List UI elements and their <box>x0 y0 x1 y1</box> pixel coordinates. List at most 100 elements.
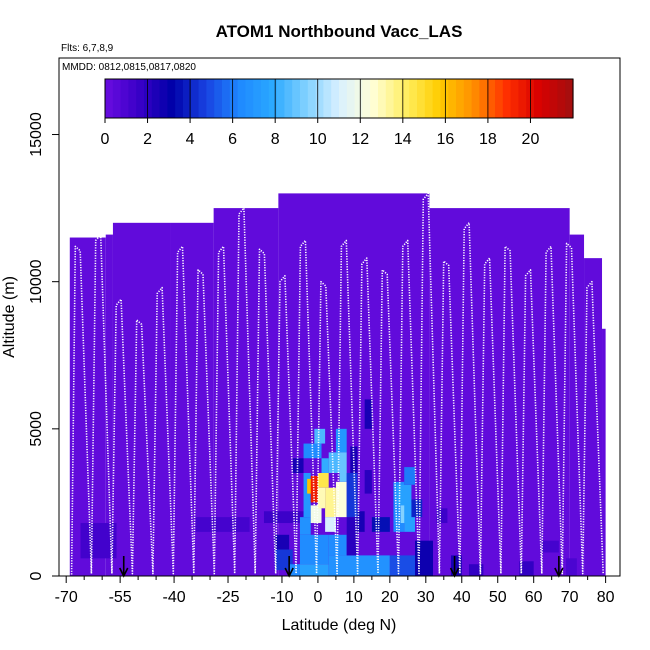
heatmap-cell <box>328 452 340 473</box>
colorbar-segment <box>222 79 231 118</box>
colorbar-tick-label: 18 <box>479 131 497 148</box>
heatmap-cell <box>346 472 358 518</box>
colorbar-segment <box>370 79 379 118</box>
heatmap-cell <box>357 511 365 532</box>
colorbar-segment <box>245 79 254 118</box>
heatmap-cell <box>415 540 433 576</box>
heatmap-cell <box>397 484 412 506</box>
colorbar-tick-label: 20 <box>522 131 540 148</box>
x-tick-label: 70 <box>561 589 579 606</box>
x-tick-label: 50 <box>489 589 507 606</box>
colorbar-segment <box>315 79 324 118</box>
colorbar-segment <box>206 79 215 118</box>
colorbar-tick-label: 16 <box>436 131 454 148</box>
chart-title: ATOM1 Northbound Vacc_LAS <box>216 22 463 41</box>
flight-track <box>70 192 604 575</box>
heatmap-cell <box>195 517 250 532</box>
colorbar-segment <box>448 79 457 118</box>
colorbar-tick-label: 6 <box>228 131 237 148</box>
heatmap-cell <box>566 558 577 576</box>
colorbar-segment <box>487 79 496 118</box>
x-tick-label: -25 <box>216 589 239 606</box>
heatmap-cell <box>436 508 448 524</box>
colorbar-segment <box>284 79 293 118</box>
heatmap-cell <box>303 443 322 459</box>
colorbar-segment <box>440 79 449 118</box>
x-tick-label: 60 <box>525 589 543 606</box>
colorbar-segment <box>105 79 114 118</box>
heatmap-cell <box>325 517 336 532</box>
colorbar-segment <box>510 79 519 118</box>
heatmap-cell <box>540 540 559 553</box>
colorbar-segment <box>456 79 465 118</box>
colorbar-segment <box>253 79 262 118</box>
heatmap-cell <box>299 517 311 535</box>
colorbar-segment <box>198 79 207 118</box>
colorbar-segment <box>393 79 402 118</box>
y-tick-label: 0 <box>28 571 45 580</box>
colorbar-segment <box>159 79 168 118</box>
heatmap-cell <box>350 446 358 473</box>
heatmap-cell <box>299 534 329 565</box>
colorbar-segment <box>300 79 309 118</box>
heatmap-cell <box>328 555 390 576</box>
y-axis-label: Altitude (m) <box>1 276 18 358</box>
heatmap-cell <box>303 472 311 518</box>
colorbar-segment <box>565 79 574 118</box>
colorbar-tick-label: 0 <box>101 131 110 148</box>
colorbar-segment <box>144 79 153 118</box>
coverage-column <box>105 234 113 576</box>
colorbar-segment <box>268 79 278 118</box>
colorbar-segment <box>385 79 395 118</box>
colorbar-segment <box>214 79 223 118</box>
heatmap-cell <box>393 481 405 532</box>
colorbar-tick-label: 10 <box>309 131 327 148</box>
heatmap-cell <box>310 505 322 524</box>
heatmap-cell <box>450 555 462 576</box>
colorbar-segment <box>151 79 161 118</box>
y-tick-label: 15000 <box>28 112 45 157</box>
y-tick-label: 10000 <box>28 259 45 304</box>
heatmap-cell <box>321 458 329 473</box>
colorbar-tick-label: 12 <box>351 131 369 148</box>
heatmap-cell <box>468 564 484 576</box>
x-tick-label: 10 <box>345 589 363 606</box>
coverage-column <box>112 222 171 576</box>
heatmap-cell <box>364 399 372 429</box>
x-axis-label: Latitude (deg N) <box>282 617 397 634</box>
x-tick-label: 30 <box>417 589 435 606</box>
colorbar-segment <box>183 79 192 118</box>
heatmap-cell <box>289 564 300 576</box>
coverage-column <box>69 237 106 576</box>
colorbar-segment <box>424 79 434 118</box>
x-tick-label: -10 <box>270 589 293 606</box>
heatmap-cell <box>335 481 347 518</box>
colorbar-segment <box>432 79 441 118</box>
coverage-column <box>602 328 606 576</box>
colorbar-segment <box>167 79 176 118</box>
colorbar-tick-label: 4 <box>186 131 195 148</box>
x-tick-label: -55 <box>109 589 132 606</box>
flight-track-layer <box>70 192 604 575</box>
colorbar-segment <box>541 79 551 118</box>
colorbar-segment <box>518 79 527 118</box>
colorbar-segment <box>378 79 387 118</box>
colorbar-segment <box>502 79 512 118</box>
y-tick-label: 5000 <box>28 411 45 447</box>
colorbar-segment <box>409 79 418 118</box>
colorbar-segment <box>292 79 301 118</box>
heatmap-cell <box>404 467 416 485</box>
colorbar-segment <box>128 79 137 118</box>
x-tick-label: 0 <box>313 589 322 606</box>
heatmap-cell <box>314 428 326 444</box>
heatmap-cell <box>389 555 416 576</box>
colorbar-segment <box>479 79 488 118</box>
coverage-column <box>569 234 585 576</box>
x-tick-label: 40 <box>453 589 471 606</box>
axes: -70 -55 -40 -25 -10 0 10 20 30 40 50 60 70 8005000100… <box>28 112 615 606</box>
heatmap-cell <box>274 549 293 571</box>
heatmap-cell <box>263 511 308 524</box>
heatmap-cell <box>335 428 347 453</box>
x-tick-label: 80 <box>597 589 615 606</box>
